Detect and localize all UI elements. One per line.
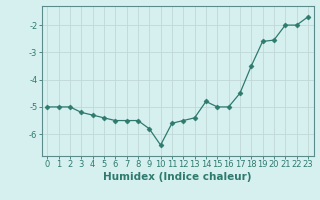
X-axis label: Humidex (Indice chaleur): Humidex (Indice chaleur): [103, 172, 252, 182]
